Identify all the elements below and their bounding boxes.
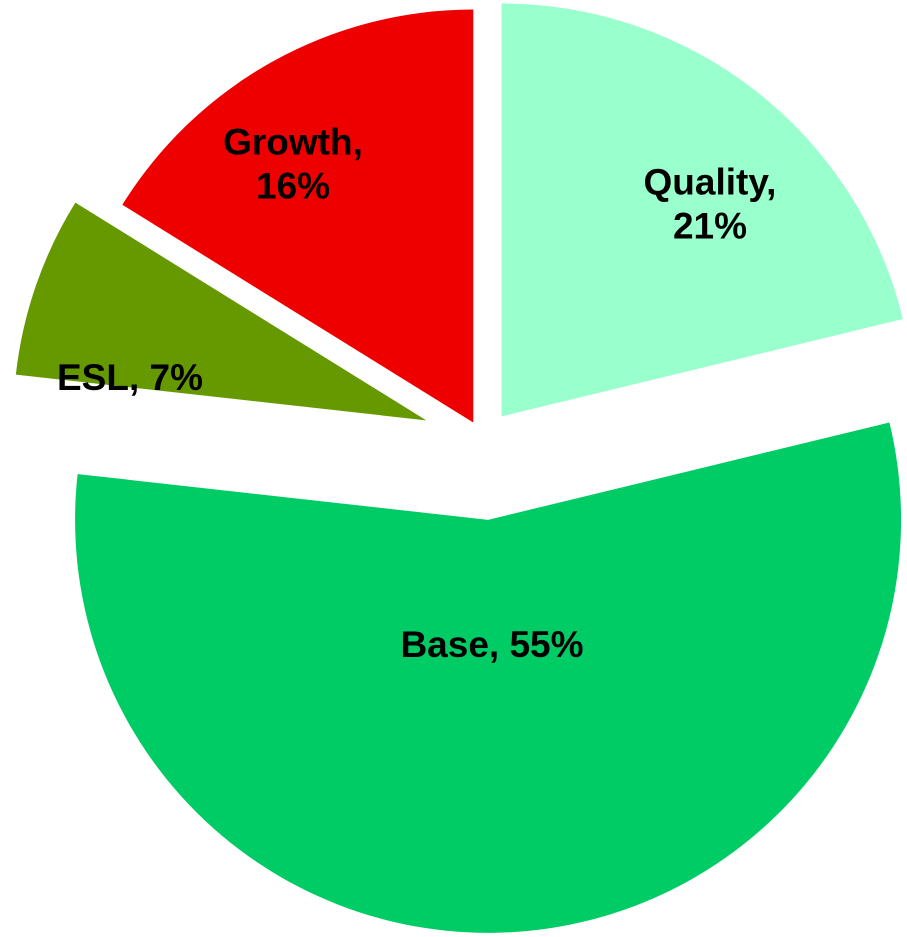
pie-slice (75, 422, 902, 933)
pie-slice (122, 9, 474, 423)
pie-slice (501, 3, 903, 417)
pie-slice (15, 202, 427, 421)
data-label: Base, 55% (400, 623, 584, 665)
data-label: ESL, 7% (57, 356, 203, 398)
data-label: Growth, 16% (223, 121, 363, 207)
data-label: Quality, 21% (643, 161, 777, 247)
